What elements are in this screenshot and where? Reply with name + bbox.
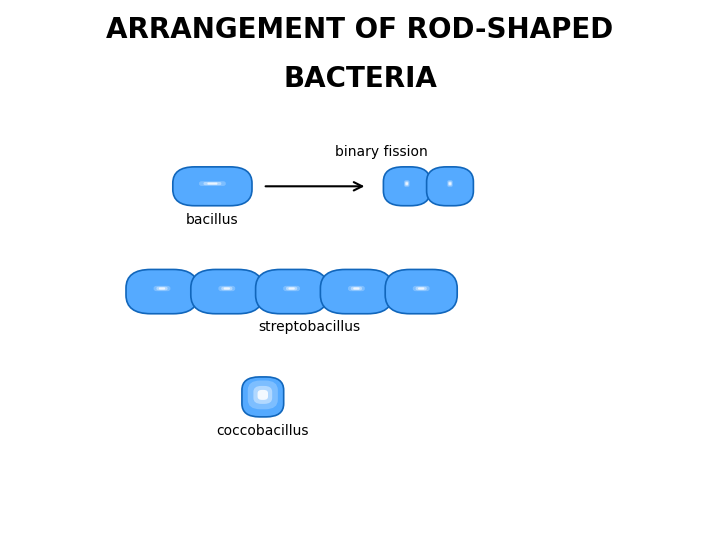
FancyBboxPatch shape [405, 183, 408, 185]
FancyBboxPatch shape [242, 377, 284, 417]
Text: BACTERIA: BACTERIA [283, 65, 437, 93]
FancyBboxPatch shape [404, 180, 410, 187]
Text: streptobacillus: streptobacillus [258, 320, 361, 334]
FancyBboxPatch shape [354, 287, 359, 289]
Text: ARRANGEMENT OF ROD-SHAPED: ARRANGEMENT OF ROD-SHAPED [107, 16, 613, 44]
Text: binary fission: binary fission [336, 145, 428, 159]
FancyBboxPatch shape [204, 182, 221, 185]
FancyBboxPatch shape [159, 287, 165, 289]
FancyBboxPatch shape [173, 167, 252, 206]
FancyBboxPatch shape [348, 286, 365, 291]
FancyBboxPatch shape [320, 269, 392, 314]
FancyBboxPatch shape [218, 286, 235, 291]
FancyBboxPatch shape [448, 181, 452, 186]
FancyBboxPatch shape [426, 167, 474, 206]
Text: bacillus: bacillus [186, 213, 239, 227]
FancyBboxPatch shape [283, 286, 300, 291]
Text: coccobacillus: coccobacillus [217, 424, 309, 438]
FancyBboxPatch shape [418, 287, 424, 289]
FancyBboxPatch shape [153, 286, 171, 291]
FancyBboxPatch shape [447, 180, 453, 187]
FancyBboxPatch shape [207, 183, 217, 185]
FancyBboxPatch shape [199, 181, 226, 186]
FancyBboxPatch shape [449, 183, 451, 185]
FancyBboxPatch shape [258, 390, 268, 400]
FancyBboxPatch shape [224, 287, 230, 289]
FancyBboxPatch shape [383, 167, 430, 206]
FancyBboxPatch shape [289, 287, 294, 289]
FancyBboxPatch shape [248, 381, 278, 409]
FancyBboxPatch shape [415, 287, 427, 291]
FancyBboxPatch shape [256, 269, 328, 314]
FancyBboxPatch shape [253, 386, 272, 404]
FancyBboxPatch shape [156, 287, 168, 291]
FancyBboxPatch shape [385, 269, 457, 314]
FancyBboxPatch shape [351, 287, 362, 291]
FancyBboxPatch shape [191, 269, 263, 314]
FancyBboxPatch shape [126, 269, 198, 314]
FancyBboxPatch shape [286, 287, 297, 291]
FancyBboxPatch shape [413, 286, 430, 291]
FancyBboxPatch shape [221, 287, 233, 291]
FancyBboxPatch shape [405, 181, 409, 186]
